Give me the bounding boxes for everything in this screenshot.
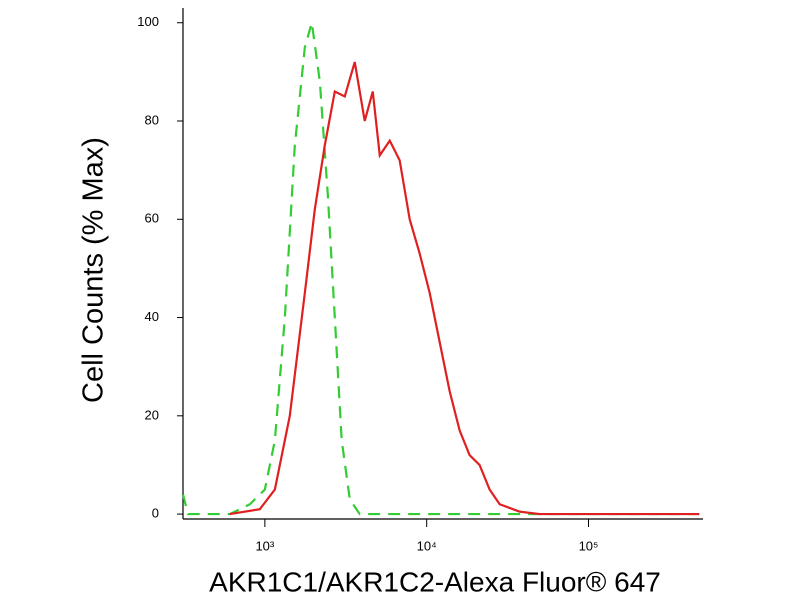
y-tick-label: 80 [145,112,159,127]
series-line [181,22,700,516]
x-tick-label: 10⁴ [417,538,437,553]
y-tick-label: 20 [145,407,159,422]
x-tick-label: 10³ [255,538,274,553]
y-tick-label: 40 [145,309,159,324]
series-line [229,61,700,516]
y-tick-label: 60 [145,211,159,226]
y-tick-label: 100 [137,14,159,29]
x-axis-title: AKR1C1/AKR1C2-Alexa Fluor® 647 [209,566,661,597]
y-axis-title: Cell Counts (% Max) [78,137,110,403]
x-tick-label: 10⁵ [579,538,599,553]
y-tick-label: 0 [152,506,159,521]
